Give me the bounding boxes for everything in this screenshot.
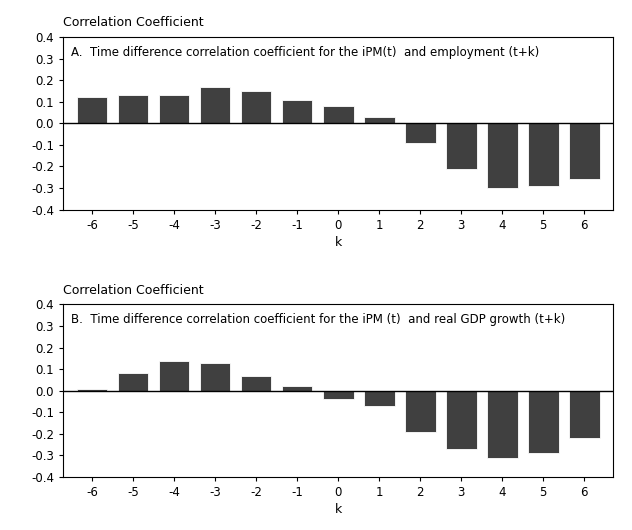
Bar — [159, 95, 190, 123]
Bar — [364, 117, 394, 123]
Bar — [282, 100, 312, 123]
Text: Correlation Coefficient: Correlation Coefficient — [63, 284, 204, 297]
Bar — [282, 386, 312, 391]
Bar — [159, 360, 190, 391]
Bar — [569, 123, 600, 180]
Bar — [405, 391, 435, 432]
Bar — [323, 106, 353, 123]
Bar — [118, 374, 149, 391]
Text: Correlation Coefficient: Correlation Coefficient — [63, 16, 204, 29]
Bar — [200, 363, 231, 391]
Text: B.  Time difference correlation coefficient for the iPM (t)  and real GDP growth: B. Time difference correlation coefficie… — [71, 313, 566, 326]
Bar — [528, 391, 559, 453]
Bar — [487, 123, 518, 188]
Bar — [241, 91, 271, 123]
X-axis label: k: k — [334, 236, 342, 249]
Bar — [323, 391, 353, 400]
Bar — [569, 391, 600, 438]
Text: A.  Time difference correlation coefficient for the iPM(t)  and employment (t+k): A. Time difference correlation coefficie… — [71, 46, 540, 59]
Bar — [446, 123, 477, 169]
Bar — [200, 87, 231, 123]
Bar — [487, 391, 518, 457]
Bar — [76, 98, 107, 123]
Bar — [446, 391, 477, 449]
Bar — [405, 123, 435, 143]
Bar — [528, 123, 559, 186]
X-axis label: k: k — [334, 503, 342, 516]
Bar — [118, 95, 149, 123]
Bar — [364, 391, 394, 406]
Bar — [241, 376, 271, 391]
Bar — [76, 388, 107, 391]
